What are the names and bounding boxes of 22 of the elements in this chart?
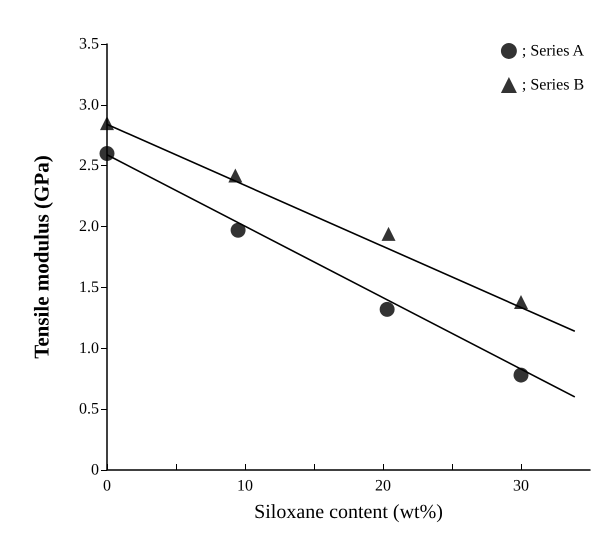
point [100, 146, 114, 162]
point [230, 222, 246, 238]
x-tick-label: 20 [375, 478, 391, 494]
y-tick-label: 1.5 [79, 278, 99, 296]
x-tick-label: 0 [103, 478, 111, 494]
point [100, 116, 114, 130]
y-tick-label: 1.0 [79, 340, 99, 357]
y-tick-label: 2.5 [79, 157, 99, 174]
y-axis-title: Tensile modulus (GPa) [30, 155, 54, 359]
x-tick-label: 10 [237, 478, 253, 494]
x-tick-label: 30 [513, 478, 529, 494]
point [380, 302, 395, 317]
legend-label: ; Series B [522, 76, 584, 94]
point [514, 368, 528, 383]
y-tick-label: 3.5 [79, 36, 99, 52]
y-tick-label: 3.0 [79, 96, 99, 114]
x-axis-title: Siloxane content (wt%) [254, 501, 443, 523]
point [382, 226, 396, 241]
y-tick-label: 2.0 [79, 218, 99, 236]
legend-label: ; Series A [522, 42, 585, 60]
y-tick-label: 0.5 [79, 400, 99, 418]
y-tick-label: 0 [91, 462, 99, 478]
